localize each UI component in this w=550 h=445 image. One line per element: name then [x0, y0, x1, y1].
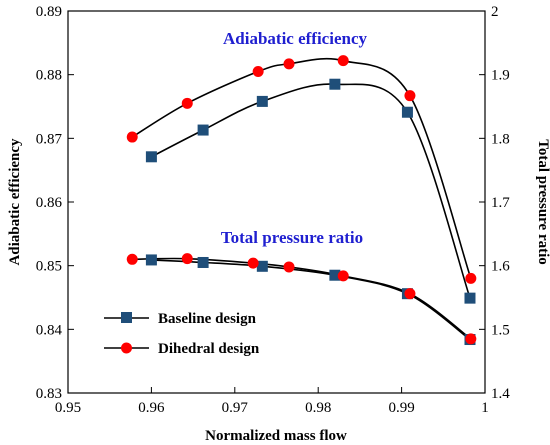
x-tick-label: 0.97	[222, 400, 249, 416]
data-point-dihedral-right	[126, 253, 138, 265]
x-tick-label: 1	[481, 400, 489, 416]
data-point-dihedral-right	[465, 333, 477, 345]
y-axis-left-label: Adiabatic efficiency	[7, 138, 23, 266]
data-point-baseline-left	[197, 124, 209, 136]
y-axis-right-label: Total pressure ratio	[535, 139, 550, 265]
legend-marker-baseline	[121, 312, 132, 323]
y-right-tick-label: 1.4	[491, 386, 510, 402]
data-point-baseline-left	[464, 292, 476, 304]
legend-label-baseline: Baseline design	[158, 311, 257, 327]
data-point-dihedral-right	[337, 270, 349, 282]
data-point-baseline-left	[256, 95, 268, 107]
data-point-baseline-left	[401, 106, 413, 118]
data-point-dihedral-left	[337, 55, 349, 67]
data-point-baseline-left	[329, 78, 341, 90]
y-right-tick-label: 2	[491, 4, 499, 20]
y-left-tick-label: 0.87	[36, 131, 63, 147]
x-axis-label: Normalized mass flow	[205, 428, 347, 444]
legend-marker-dihedral	[121, 342, 132, 354]
data-point-dihedral-left	[126, 131, 138, 143]
x-tick-label: 0.98	[305, 400, 331, 416]
data-point-dihedral-right	[283, 261, 295, 273]
x-tick-label: 0.95	[55, 400, 81, 416]
annotation-pressure: Total pressure ratio	[221, 228, 363, 247]
data-point-dihedral-left	[404, 90, 416, 102]
series-line-baseline-right	[151, 259, 471, 341]
y-left-tick-label: 0.84	[36, 322, 63, 338]
data-point-dihedral-left	[252, 65, 264, 77]
data-point-dihedral-left	[181, 97, 193, 109]
annotation-efficiency: Adiabatic efficiency	[223, 29, 367, 48]
y-left-tick-label: 0.86	[36, 195, 63, 211]
plot-area-frame	[67, 10, 486, 394]
data-point-dihedral-right	[404, 288, 416, 300]
data-point-baseline-right	[329, 269, 341, 281]
y-left-tick-label: 0.85	[36, 259, 62, 275]
legend-label-dihedral: Dihedral design	[158, 341, 260, 357]
y-left-tick-label: 0.83	[36, 386, 62, 402]
markers-layer	[126, 55, 477, 346]
y-right-tick-label: 1.9	[491, 68, 510, 84]
data-point-baseline-right	[256, 260, 268, 272]
y-right-tick-label: 1.6	[491, 259, 510, 275]
y-right-tick-label: 1.8	[491, 131, 510, 147]
data-point-baseline-right	[145, 254, 157, 266]
y-left-tick-label: 0.89	[36, 4, 62, 20]
data-point-dihedral-right	[247, 257, 259, 269]
legend: Baseline design Dihedral design	[104, 311, 260, 357]
data-point-dihedral-left	[465, 272, 477, 284]
data-point-baseline-left	[145, 151, 157, 163]
x-tick-label: 0.96	[138, 400, 165, 416]
data-point-dihedral-right	[181, 253, 193, 265]
y-right-tick-label: 1.7	[491, 195, 510, 211]
axes-layer: 0.95 0.96 0.97 0.98 0.99 1 0.83 0.84 0.85 0.86 0.8…	[36, 4, 511, 416]
y-left-tick-label: 0.88	[36, 68, 62, 84]
x-tick-label: 0.99	[388, 400, 414, 416]
y-right-tick-label: 1.5	[491, 322, 510, 338]
data-point-baseline-right	[197, 256, 209, 268]
data-point-dihedral-left	[283, 58, 295, 70]
